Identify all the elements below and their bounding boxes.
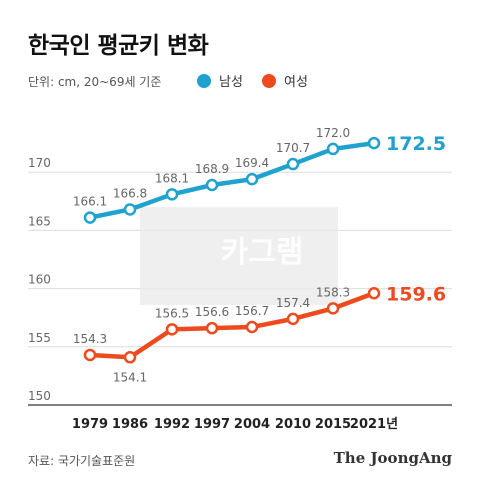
data-label-male: 170.7 [276, 141, 310, 155]
data-label-male: 166.8 [113, 186, 147, 200]
watermark-text: 카그램 [221, 235, 304, 270]
data-point-female [245, 320, 259, 334]
legend-male-label: 남성 [219, 75, 243, 90]
data-label-female: 156.5 [155, 306, 189, 320]
x-tick-label: 2010 [275, 417, 311, 432]
data-label-female: 156.6 [195, 305, 229, 319]
y-tick-label: 150 [28, 389, 51, 403]
x-tick-label: 1986 [112, 417, 148, 432]
x-tick-label: 2015 [315, 417, 351, 432]
data-point-female [165, 323, 179, 336]
data-point-male [286, 157, 300, 171]
data-label-female: 154.3 [73, 332, 107, 346]
legend-male-swatch [197, 73, 211, 88]
x-tick-label: 1997 [194, 417, 230, 432]
data-label-male: 172.0 [316, 126, 350, 140]
legend-female: 여성 [262, 71, 308, 90]
x-tick-label: 2021년 [350, 417, 398, 432]
watermark-box [140, 207, 338, 305]
data-point-male [245, 172, 259, 186]
data-point-male [83, 211, 97, 224]
y-tick-label: 160 [28, 273, 51, 287]
data-point-female [326, 302, 340, 315]
data-point-male [367, 136, 381, 150]
data-label-male: 168.9 [195, 162, 229, 176]
y-tick-label: 165 [28, 214, 51, 228]
data-label-male: 169.4 [235, 156, 269, 170]
data-point-female [83, 348, 97, 362]
brand-logo: The JoongAng [333, 449, 452, 467]
legend-female-label: 여성 [284, 75, 308, 90]
x-tick-label: 1992 [154, 417, 190, 432]
data-label-female: 159.6 [386, 283, 446, 305]
x-tick-label: 2004 [234, 417, 270, 432]
series-line-male [87, 140, 377, 220]
x-tick-label: 1979 [72, 417, 108, 432]
data-label-female: 156.7 [235, 304, 269, 318]
data-point-female [205, 321, 219, 335]
data-label-female: 158.3 [316, 285, 350, 299]
y-tick-label: 155 [28, 331, 51, 345]
data-point-male [123, 203, 137, 216]
legend-female-swatch [262, 73, 276, 88]
data-point-male [205, 178, 219, 192]
data-point-male [326, 142, 340, 156]
data-label-male: 166.1 [73, 195, 107, 209]
data-point-female [123, 351, 137, 364]
y-tick-label: 170 [28, 156, 51, 170]
unit-note: 단위: cm, 20~69세 기준 [28, 75, 162, 89]
data-point-female [367, 287, 381, 300]
source-note: 자료: 국가기술표준원 [28, 454, 136, 468]
data-label-female: 157.4 [276, 296, 310, 310]
series-line-female [87, 291, 377, 360]
data-label-male: 172.5 [386, 133, 446, 155]
data-point-female [286, 312, 300, 326]
data-label-male: 168.1 [155, 171, 189, 185]
chart-title: 한국인 평균키 변화 [28, 33, 209, 59]
data-label-female: 154.1 [113, 370, 147, 384]
legend-male: 남성 [197, 71, 243, 90]
data-point-male [165, 188, 179, 201]
